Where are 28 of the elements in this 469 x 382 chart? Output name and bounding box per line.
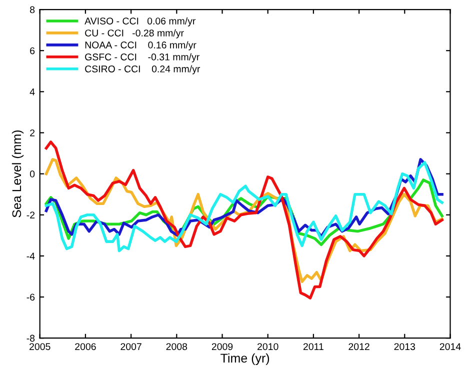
legend-label: NOAA - CCI 0.16 mm/yr [85,41,196,50]
legend-label: CU - CCI -0.28 mm/yr [85,29,184,38]
y-tick-label: -8 [26,334,35,342]
legend-label: GSFC - CCI -0.31 mm/yr [85,53,200,62]
y-tick-label: -4 [26,252,35,260]
x-tick-label: 2006 [75,343,96,350]
x-tick-label: 2014 [440,343,461,350]
y-tick-label: 2 [30,129,35,136]
x-tick-label: 2010 [258,343,278,350]
line-series [44,161,444,252]
y-axis-title: Sea Level (mm) [12,130,24,218]
x-tick-label: 2008 [166,343,188,350]
x-tick-label: 2009 [212,343,233,350]
y-tick-label: 0 [30,170,35,178]
x-axis-title: Time (yr) [220,353,270,366]
y-tick-label: -6 [26,294,35,301]
y-tick-label: -2 [26,212,35,218]
x-tick-label: 2011 [303,343,324,350]
line-series [44,140,444,300]
y-tick-label: 4 [30,88,35,96]
y-tick-label: 8 [30,6,35,14]
legend-label: AVISO - CCI 0.06 mm/yr [84,17,196,26]
y-tick-label: 6 [30,47,35,54]
x-tick-label: 2007 [120,343,142,350]
x-tick-label: 2013 [394,343,416,350]
x-tick-label: 2012 [348,343,370,350]
x-tick-label: 2005 [30,343,50,350]
legend-label: CSIRO - CCI 0.24 mm/yr [85,65,200,74]
